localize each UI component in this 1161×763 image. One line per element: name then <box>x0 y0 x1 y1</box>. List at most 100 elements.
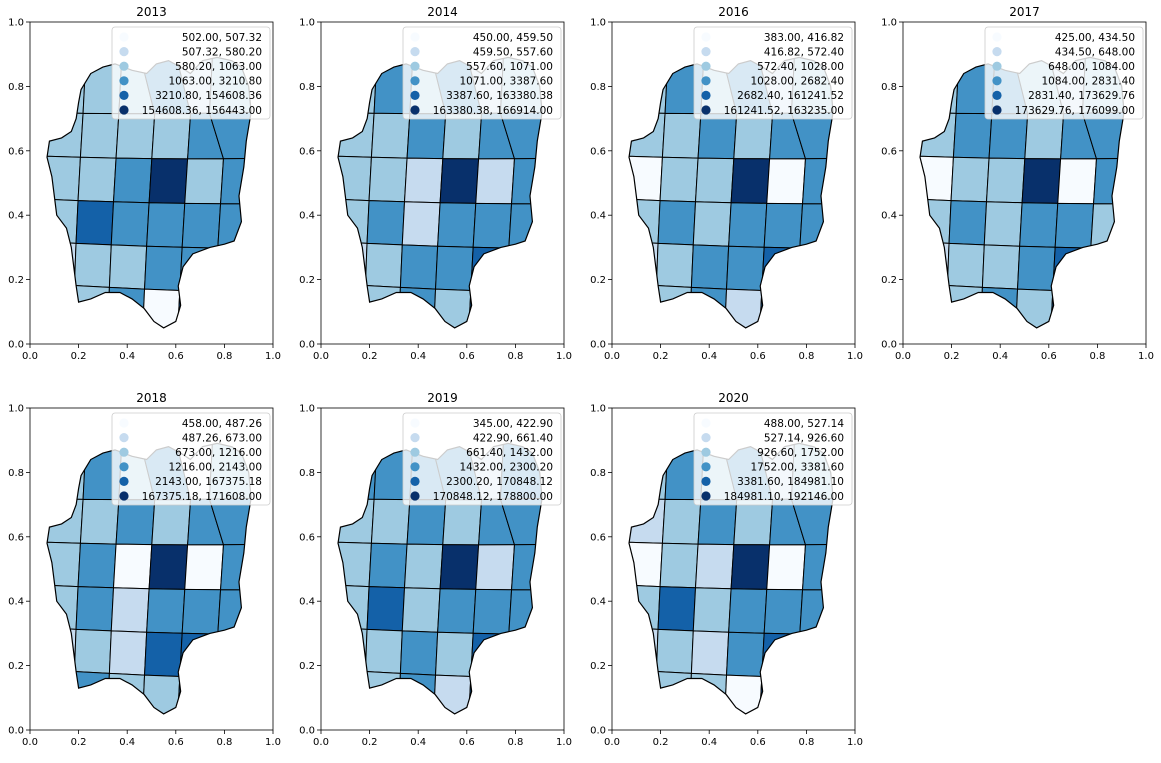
legend-label: 459.50, 557.60 <box>473 46 553 58</box>
legend-swatch <box>992 90 1002 100</box>
legend-label: 3381.60, 184981.10 <box>737 476 844 488</box>
district-region <box>75 200 115 246</box>
district-region <box>629 283 657 328</box>
district-region <box>689 286 728 328</box>
x-tick-label: 0.4 <box>119 351 135 362</box>
legend-swatch <box>119 433 129 443</box>
district-region <box>1017 245 1056 292</box>
legend-swatch <box>701 491 711 501</box>
district-region <box>72 671 110 714</box>
legend-swatch <box>119 47 129 57</box>
y-tick-label: 1.0 <box>8 18 24 29</box>
x-tick-label: 1.0 <box>556 737 572 748</box>
legend-swatch <box>701 61 711 71</box>
y-tick-label: 0.6 <box>590 532 606 543</box>
map-panel-2018: 2018 0.0 0.2 0.4 0.6 0.8 1.0 0.0 0.2 0.4 0.6 0.8 1.0… <box>0 386 290 763</box>
district-region <box>661 112 702 159</box>
district-region <box>695 543 735 590</box>
axes-frame <box>611 407 856 731</box>
district-region <box>368 542 408 589</box>
district-region <box>1052 246 1092 293</box>
legend-label: 422.90, 661.40 <box>473 432 553 444</box>
district-region <box>75 586 115 632</box>
district-region <box>629 443 669 500</box>
legend-swatch <box>119 32 129 42</box>
y-tick-label: 0.2 <box>881 275 897 286</box>
legend-swatch <box>701 418 711 428</box>
legend-swatch <box>701 105 711 115</box>
district-region <box>728 588 768 634</box>
y-tick-label: 0.6 <box>8 532 24 543</box>
district-region <box>697 499 738 546</box>
district-region <box>47 669 75 714</box>
legend-swatch <box>410 90 420 100</box>
axes-frame <box>902 21 1147 345</box>
district-region <box>659 542 699 589</box>
x-tick-label: 1.0 <box>265 737 281 748</box>
district-region <box>217 203 252 250</box>
legend-label: 416.82, 572.40 <box>764 46 844 58</box>
district-region <box>728 202 768 248</box>
legend-swatch <box>410 447 420 457</box>
y-tick-label: 0.8 <box>590 468 606 479</box>
district-region <box>980 286 1019 328</box>
district-region <box>733 499 774 546</box>
legend: 345.00, 422.90 422.90, 661.40 661.40, 1432… <box>402 412 562 506</box>
x-tick-label: 1.0 <box>556 351 572 362</box>
district-region <box>1090 203 1125 250</box>
district-region <box>363 671 401 714</box>
district-region <box>508 203 543 250</box>
district-region <box>692 587 732 633</box>
district-region <box>761 632 801 679</box>
legend-label: 1028.00, 2682.40 <box>750 76 844 88</box>
district-region <box>799 589 834 636</box>
x-tick-label: 0.6 <box>168 351 184 362</box>
y-tick-label: 0.2 <box>8 275 24 286</box>
legend-label: 2300.20, 170848.12 <box>446 476 553 488</box>
district-region <box>802 158 834 205</box>
district-region <box>181 202 222 249</box>
legend-label: 926.60, 1752.00 <box>757 447 844 459</box>
legend-label: 154608.36, 156443.00 <box>142 105 262 117</box>
district-region <box>338 57 378 114</box>
x-tick-label: 0.0 <box>604 737 620 748</box>
legend-label: 487.26, 673.00 <box>182 432 262 444</box>
x-tick-label: 0.8 <box>798 351 814 362</box>
x-tick-label: 0.8 <box>1089 351 1105 362</box>
legend-label: 580.20, 1063.00 <box>175 61 262 73</box>
district-region <box>508 589 543 636</box>
legend-swatch <box>410 418 420 428</box>
district-region <box>338 584 370 630</box>
x-tick-label: 0.6 <box>750 351 766 362</box>
district-region <box>657 586 697 632</box>
legend-label: 167375.18, 171608.00 <box>142 491 262 503</box>
district-region <box>338 443 378 500</box>
district-region <box>945 285 983 328</box>
district-region <box>983 201 1023 247</box>
district-region <box>404 157 444 204</box>
map-panel-2014: 2014 0.0 0.2 0.4 0.6 0.8 1.0 0.0 0.2 0.4 0.6 0.8 1.0… <box>291 0 581 377</box>
y-tick-label: 0.2 <box>590 661 606 672</box>
legend-swatch <box>992 105 1002 115</box>
x-tick-label: 0.8 <box>507 737 523 748</box>
district-region <box>689 672 728 714</box>
legend-swatch <box>701 476 711 486</box>
y-tick-label: 1.0 <box>299 404 315 415</box>
axes-frame <box>611 21 856 345</box>
district-region <box>794 291 834 328</box>
district-region <box>184 544 224 591</box>
legend-swatch <box>119 491 129 501</box>
legend-swatch <box>701 433 711 443</box>
district-region <box>214 247 252 294</box>
district-region <box>920 283 948 328</box>
x-tick-label: 0.0 <box>22 351 38 362</box>
district-region <box>1085 291 1125 328</box>
x-tick-label: 0.8 <box>216 737 232 748</box>
legend-label: 673.00, 1216.00 <box>175 447 262 459</box>
legend-swatch <box>992 76 1002 86</box>
district-region <box>144 245 183 292</box>
map-svg: 2017 0.0 0.2 0.4 0.6 0.8 1.0 0.0 0.2 0.4 0.6 0.8 1.0… <box>881 5 1154 362</box>
district-region <box>730 544 771 590</box>
legend: 458.00, 487.26 487.26, 673.00 673.00, 1216… <box>111 412 271 506</box>
legend-swatch <box>119 447 129 457</box>
